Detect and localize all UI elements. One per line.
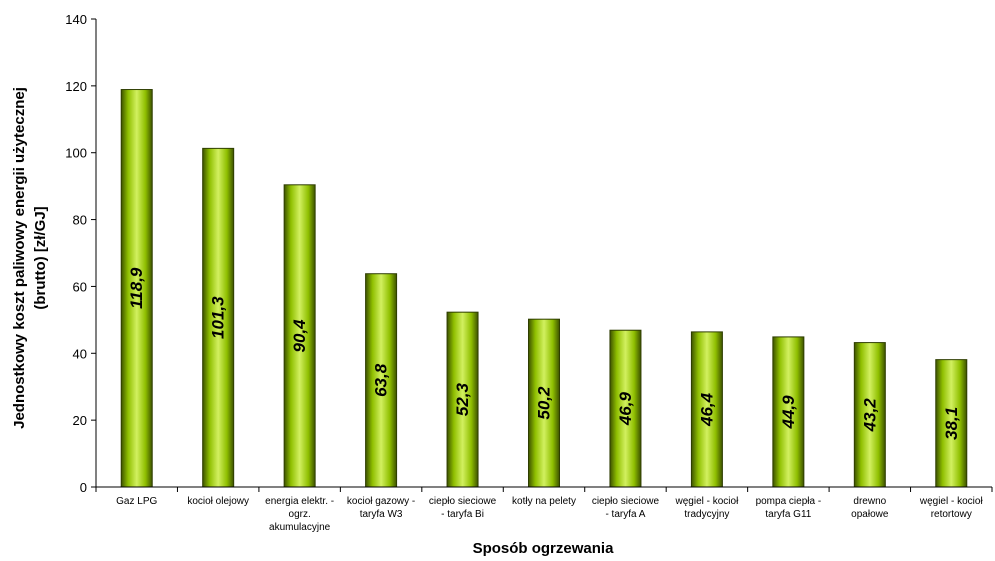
bar-value-label: 43,2 xyxy=(860,398,879,433)
x-tick-label: pompa ciepła -taryfa G11 xyxy=(756,496,822,520)
bar xyxy=(120,89,153,488)
x-tick-label: energia elektr. -ogrz. akumulacyjne xyxy=(265,496,334,533)
y-tick-label: 40 xyxy=(73,346,87,361)
bar-value-label: 118,9 xyxy=(127,267,146,309)
bar xyxy=(690,331,723,488)
x-axis: Gaz LPG kocioł olejowy energia elektr. -og… xyxy=(95,486,993,533)
bar-value-label: 63,8 xyxy=(372,363,391,397)
bar-value-label: 46,9 xyxy=(616,392,635,427)
x-tick-label: Gaz LPG xyxy=(116,496,157,507)
y-axis-title-line-1: Jednostkowy koszt paliwowy energii użyte… xyxy=(11,87,28,429)
y-tick-label: 20 xyxy=(73,413,87,428)
x-tick-label: węgiel - kocioł retortowy xyxy=(919,496,984,520)
bar xyxy=(935,359,968,488)
x-tick-label: ciepło sieciowe - taryfa A xyxy=(592,496,660,520)
x-tick-label: drewno opałowe xyxy=(851,496,889,520)
y-tick-label: 120 xyxy=(65,79,87,94)
y-axis: 0 20 40 60 80 100 120 140 xyxy=(65,12,97,495)
y-tick-label: 0 xyxy=(80,480,87,495)
bar-value-label: 101,3 xyxy=(209,296,228,339)
bars: 118,9 101,3 90,4 63,8 52,3 50,2 46,9 46,4 44,9 43… xyxy=(120,89,968,488)
bar-value-label: 52,3 xyxy=(453,382,472,416)
x-tick-label: kotły na pelety xyxy=(512,496,576,507)
x-tick-label: kocioł gazowy -taryfa W3 xyxy=(347,496,415,520)
bar-value-label: 50,2 xyxy=(535,386,554,420)
bar-value-label: 38,1 xyxy=(942,407,961,440)
y-axis-title-line-2: (brutto) [zł/GJ] xyxy=(32,206,49,309)
y-tick-label: 60 xyxy=(73,279,87,294)
x-tick-label: kocioł olejowy xyxy=(187,496,249,507)
bar-value-label: 44,9 xyxy=(779,395,798,430)
bar xyxy=(772,336,805,488)
bar-value-label: 46,4 xyxy=(697,392,716,427)
y-tick-label: 100 xyxy=(65,146,87,161)
x-tick-label: węgiel - kocioł tradycyjny xyxy=(675,496,740,520)
y-tick-label: 140 xyxy=(65,12,87,27)
y-tick-label: 80 xyxy=(73,213,87,228)
bar xyxy=(609,329,642,488)
bar xyxy=(528,318,560,488)
bar-value-label: 90,4 xyxy=(290,319,309,353)
x-tick-label: ciepło sieciowe - taryfa Bi xyxy=(429,496,497,520)
x-axis-title: Sposób ogrzewania xyxy=(473,540,615,557)
